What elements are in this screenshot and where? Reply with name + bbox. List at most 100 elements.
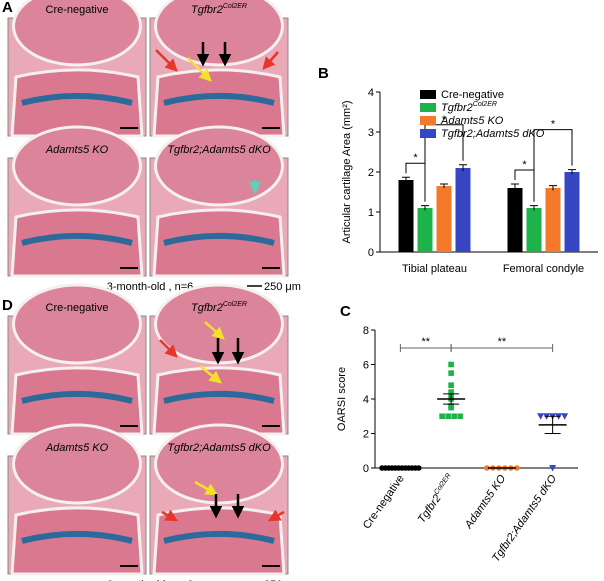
bar [526, 208, 542, 252]
arrow [199, 365, 222, 384]
arrow [262, 51, 279, 70]
lower-bone [10, 366, 144, 436]
panel-letter: B [318, 65, 329, 82]
bracket [450, 344, 554, 352]
lower-bone [152, 208, 286, 278]
error-bar [511, 183, 519, 192]
y-tick-label: 8 [363, 325, 369, 337]
point [439, 413, 445, 420]
significance: * [551, 119, 556, 131]
image-label-sup: Col2ER [223, 301, 247, 308]
significance: ** [421, 336, 430, 348]
point [415, 465, 422, 471]
legend-label-sup: Col2ER [473, 101, 497, 108]
image-label-main: Cre-negative [46, 302, 109, 314]
y-tick-label: 6 [363, 360, 369, 372]
lower-bone [152, 68, 286, 138]
legend-label-main: Tgfbr2;Adamts5 dKO [441, 128, 545, 140]
y-axis-label: OARSI score [336, 367, 348, 431]
significance: * [413, 152, 418, 164]
sem-bar [544, 415, 561, 434]
legend-swatch [420, 90, 436, 99]
y-tick-label: 2 [363, 429, 369, 441]
image-label: Adamts5 KO [45, 144, 109, 156]
sem-bar [443, 393, 460, 405]
bar [417, 208, 433, 252]
image-label: Tgfbr2;Adamts5 dKO [167, 442, 271, 454]
x-tick-label: Adamts5 KO [462, 472, 508, 531]
cartilage-band [163, 530, 275, 544]
error-bar [459, 164, 467, 172]
legend-swatch [420, 129, 436, 138]
image-label-main: Tgfbr2;Adamts5 dKO [167, 442, 271, 454]
lower-bone [10, 68, 144, 138]
legend-label-main: Adamts5 KO [440, 115, 504, 127]
bar [507, 188, 523, 252]
upper-bone [12, 423, 142, 505]
point [448, 404, 454, 411]
arrow [161, 509, 179, 522]
upper-bone [12, 0, 142, 67]
point [549, 465, 557, 472]
y-tick-label: 4 [363, 394, 369, 406]
image-label: Cre-negative [46, 4, 109, 16]
error-bar [568, 169, 576, 175]
image-label-main: Tgfbr2 [191, 302, 223, 314]
point [561, 413, 569, 420]
histology-image [149, 125, 289, 278]
point [448, 370, 454, 376]
panel-letter: C [340, 303, 351, 320]
point [537, 413, 545, 420]
x-tick-label: Cre-negative [361, 473, 407, 531]
lower-bone [10, 208, 144, 278]
scale-label: 250 μm [264, 281, 301, 293]
panel-caption: 6-month-old , n=6 [107, 579, 194, 581]
image-label-main: Adamts5 KO [45, 144, 109, 156]
point [457, 413, 463, 420]
upper-bone [12, 125, 142, 207]
y-tick-label: 0 [368, 247, 374, 259]
upper-bone [154, 423, 284, 505]
legend-swatch [420, 103, 436, 112]
significance: ** [498, 336, 507, 348]
arrow [267, 509, 285, 522]
legend-label-main: Tgfbr2 [441, 102, 473, 114]
upper-bone [12, 283, 142, 365]
legend-swatch [420, 116, 436, 125]
image-label: Cre-negative [46, 302, 109, 314]
error-bar [421, 205, 429, 211]
x-tick-label-main: Tgfbr2 [416, 493, 444, 526]
error-bar [402, 176, 410, 183]
bar [564, 172, 580, 252]
point [448, 382, 454, 388]
cartilage-band [21, 92, 133, 106]
histology-image [149, 283, 289, 436]
image-label-sup: Col2ER [223, 3, 247, 10]
legend-label: Tgfbr2Col2ER [441, 101, 497, 114]
x-tick-label: Tgfbr2Col2ER [415, 472, 458, 525]
y-tick-label: 2 [368, 167, 374, 179]
image-label: Tgfbr2;Adamts5 dKO [167, 144, 271, 156]
point [514, 465, 520, 471]
legend-label-main: Cre-negative [441, 89, 504, 101]
y-tick-label: 1 [368, 207, 374, 219]
error-bar [440, 183, 448, 188]
y-axis-label: Articular cartilage Area (mm²) [341, 100, 353, 243]
bar [545, 188, 561, 252]
y-tick-label: 3 [368, 127, 374, 139]
arrow [159, 339, 178, 358]
panel-caption: 3-month-old , n=6 [107, 281, 194, 293]
legend-label: Cre-negative [441, 89, 504, 101]
x-tick-label: Tibial plateau [402, 263, 467, 275]
point [451, 413, 457, 420]
cartilage-band [163, 232, 275, 246]
error-bar [530, 205, 538, 211]
image-label-main: Cre-negative [46, 4, 109, 16]
point [445, 413, 451, 420]
cartilage-band [163, 390, 275, 404]
bracket [533, 129, 573, 202]
point [448, 361, 454, 368]
x-tick-label-main: Adamts5 KO [462, 472, 508, 531]
y-tick-label: 0 [363, 463, 369, 475]
scale-label: 250 μm [264, 579, 301, 581]
